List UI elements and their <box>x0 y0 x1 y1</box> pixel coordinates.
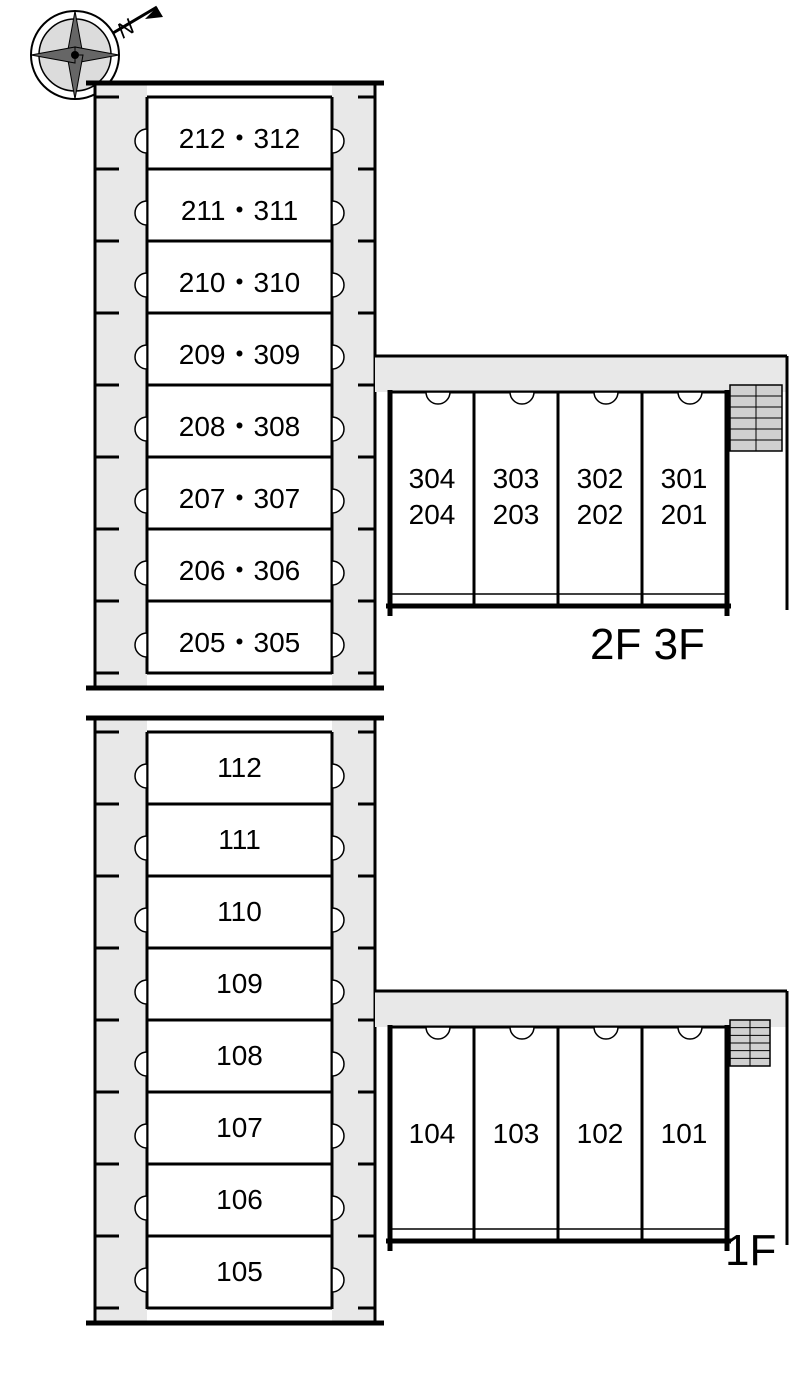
upper-row-0: 212・312 <box>147 117 332 157</box>
floor-label-upper: 2F 3F <box>590 620 705 670</box>
lower-row-4: 108 <box>147 1040 332 1072</box>
lower-row-7: 105 <box>147 1256 332 1288</box>
lower-row-0: 112 <box>147 752 332 784</box>
lower-row-5: 107 <box>147 1112 332 1144</box>
lower-wing-col-0: 104 <box>390 1118 474 1150</box>
upper-wing-col-1: 303203 <box>474 461 558 534</box>
lower-row-1: 111 <box>147 824 332 856</box>
floor-label-lower: 1F <box>725 1226 776 1276</box>
upper-wing-col-2: 302202 <box>558 461 642 534</box>
upper-row-6: 206・306 <box>147 549 332 589</box>
upper-row-4: 208・308 <box>147 405 332 445</box>
lower-row-2: 110 <box>147 896 332 928</box>
lower-row-6: 106 <box>147 1184 332 1216</box>
lower-wing-col-2: 102 <box>558 1118 642 1150</box>
floorplan-svg <box>0 0 800 1373</box>
lower-row-3: 109 <box>147 968 332 1000</box>
upper-row-1: 211・311 <box>147 189 332 229</box>
upper-wing-col-3: 301201 <box>642 461 726 534</box>
upper-row-5: 207・307 <box>147 477 332 517</box>
lower-wing-col-1: 103 <box>474 1118 558 1150</box>
lower-wing-col-3: 101 <box>642 1118 726 1150</box>
upper-row-3: 209・309 <box>147 333 332 373</box>
upper-wing-col-0: 304204 <box>390 461 474 534</box>
upper-row-7: 205・305 <box>147 621 332 661</box>
upper-row-2: 210・310 <box>147 261 332 301</box>
